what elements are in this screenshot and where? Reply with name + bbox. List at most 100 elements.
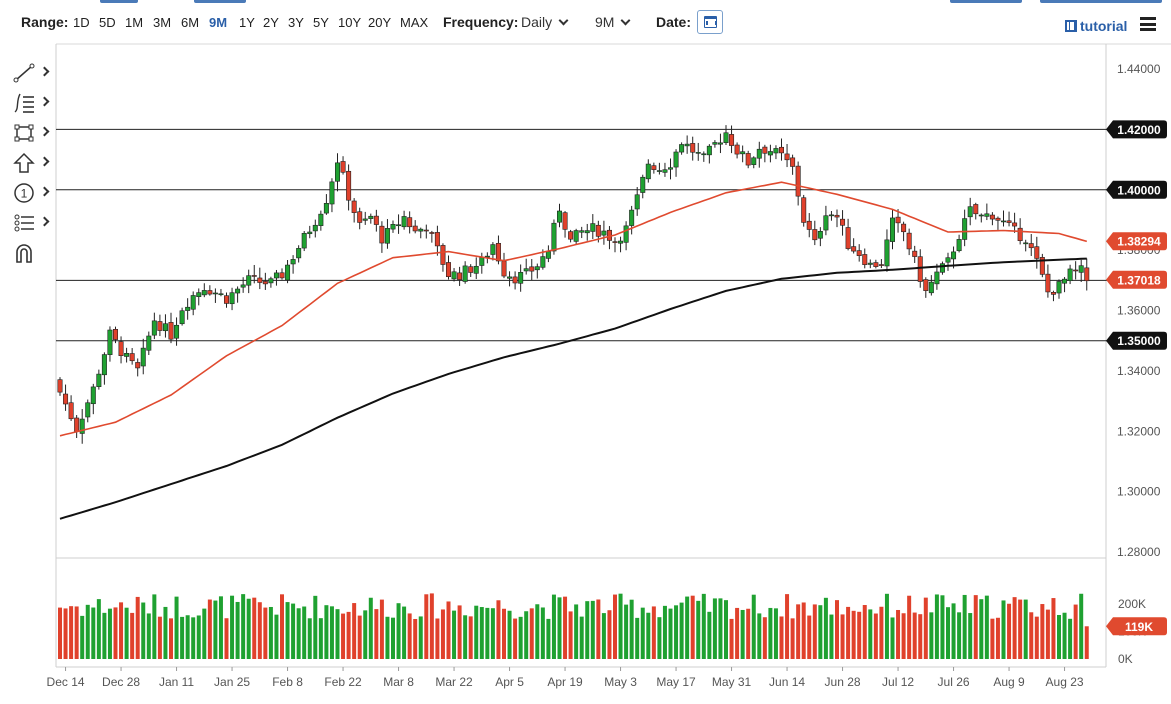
- candle-body: [1067, 268, 1073, 282]
- volume-bar: [329, 606, 334, 659]
- range-label: Range:: [21, 14, 69, 30]
- chart-toolbar: Range: 1D 5D 1M 3M 6M 9M 1Y 2Y 3Y 5Y 10Y 20Y MAX Fre…: [0, 0, 1171, 44]
- volume-bar: [1062, 612, 1067, 659]
- volume-bar: [185, 615, 190, 659]
- chevron-right-icon: [39, 186, 50, 197]
- tutorial-link[interactable]: tutorial: [1065, 18, 1127, 34]
- chevron-right-icon: [39, 216, 50, 227]
- range-option-20y[interactable]: 20Y: [368, 15, 392, 30]
- volume-bar: [746, 608, 751, 659]
- range-option-1m[interactable]: 1M: [125, 15, 144, 30]
- candle-body: [951, 251, 957, 260]
- volume-bar: [668, 608, 673, 659]
- candle-body: [568, 231, 574, 240]
- range-option-5d[interactable]: 5D: [99, 15, 116, 30]
- volume-bar: [324, 605, 329, 659]
- candle-body: [845, 227, 851, 249]
- candle-body: [1045, 273, 1051, 293]
- volume-bar: [635, 617, 640, 659]
- volume-bar: [424, 594, 429, 659]
- volume-bar: [823, 597, 828, 659]
- candle-body: [162, 323, 168, 332]
- volume-bar: [740, 609, 745, 659]
- candle-body: [523, 268, 529, 272]
- date-picker-button[interactable]: [697, 10, 723, 34]
- candle-body: [296, 248, 302, 259]
- shape-tool[interactable]: [8, 121, 52, 145]
- candle-body: [701, 153, 707, 156]
- pitchfork-tool[interactable]: [8, 211, 52, 235]
- volume-bar: [568, 611, 573, 659]
- candle-body: [579, 230, 585, 233]
- candle-body: [1000, 220, 1006, 223]
- fibonacci-tool[interactable]: [8, 91, 52, 115]
- range-option-max[interactable]: MAX: [400, 15, 429, 30]
- price-badge-label: 1.40000: [1117, 183, 1161, 197]
- chevron-right-icon: [39, 96, 50, 107]
- range-option-9m[interactable]: 9M: [209, 15, 228, 30]
- frequency-dropdown[interactable]: Daily: [521, 14, 569, 30]
- volume-bar: [535, 604, 540, 659]
- candle-body: [878, 264, 884, 266]
- candle-body: [618, 240, 624, 244]
- volume-bar: [718, 598, 723, 659]
- candle-body: [196, 292, 202, 297]
- range-option-1d[interactable]: 1D: [73, 15, 90, 30]
- candle-body: [723, 132, 729, 143]
- range-option-10y[interactable]: 10Y: [338, 15, 362, 30]
- candle-body: [1084, 267, 1090, 282]
- candle-body: [745, 153, 751, 166]
- volume-bar: [196, 615, 201, 659]
- candle-body: [956, 239, 962, 252]
- volume-bar: [119, 602, 124, 659]
- candle-body: [706, 145, 712, 156]
- volume-bar: [307, 618, 312, 659]
- volume-bar: [268, 606, 273, 659]
- volume-bar: [868, 609, 873, 659]
- volume-bar: [651, 606, 656, 659]
- range-option-6m[interactable]: 6M: [181, 15, 200, 30]
- volume-bar: [230, 595, 235, 659]
- volume-bar: [851, 610, 856, 659]
- line-tool[interactable]: [8, 61, 52, 85]
- volume-bar: [80, 615, 85, 659]
- volume-bar: [829, 614, 834, 659]
- candle-body: [63, 393, 69, 405]
- candle-body: [828, 214, 834, 217]
- range-option-2y[interactable]: 2Y: [263, 15, 279, 30]
- candle-body: [995, 217, 1001, 221]
- volume-bar: [995, 617, 1000, 659]
- candle-body: [229, 292, 235, 305]
- volume-bar: [579, 616, 584, 659]
- candle-body: [906, 232, 912, 250]
- arrow-tool[interactable]: [8, 151, 52, 175]
- candle-body: [418, 228, 424, 232]
- volume-bar: [407, 613, 412, 659]
- price-badge-label: 1.37018: [1117, 273, 1161, 287]
- candle-body: [873, 262, 879, 267]
- candle-body: [129, 353, 135, 362]
- candle-body: [1078, 265, 1084, 273]
- candle-body: [412, 225, 418, 232]
- price-badge: 1.37018: [1106, 270, 1167, 289]
- period-dropdown[interactable]: 9M: [595, 14, 631, 30]
- range-option-3m[interactable]: 3M: [153, 15, 172, 30]
- volume-bar: [779, 616, 784, 659]
- volume-bar: [246, 598, 251, 659]
- hamburger-menu-icon[interactable]: [1140, 17, 1156, 31]
- top-tab-strip: [100, 0, 138, 3]
- volume-bar: [141, 602, 146, 659]
- candle-body: [595, 224, 601, 237]
- candle-body: [473, 265, 479, 274]
- candle-body: [629, 209, 635, 226]
- date-tick-label: May 31: [712, 675, 752, 689]
- magnet-tool[interactable]: [8, 241, 52, 265]
- range-option-3y[interactable]: 3Y: [288, 15, 304, 30]
- candle-body: [135, 362, 141, 369]
- range-option-5y[interactable]: 5Y: [313, 15, 329, 30]
- candle-body: [895, 216, 901, 224]
- moving-average-200-line: [59, 257, 1087, 520]
- annotation-tool[interactable]: 1: [8, 181, 52, 205]
- range-option-1y[interactable]: 1Y: [239, 15, 255, 30]
